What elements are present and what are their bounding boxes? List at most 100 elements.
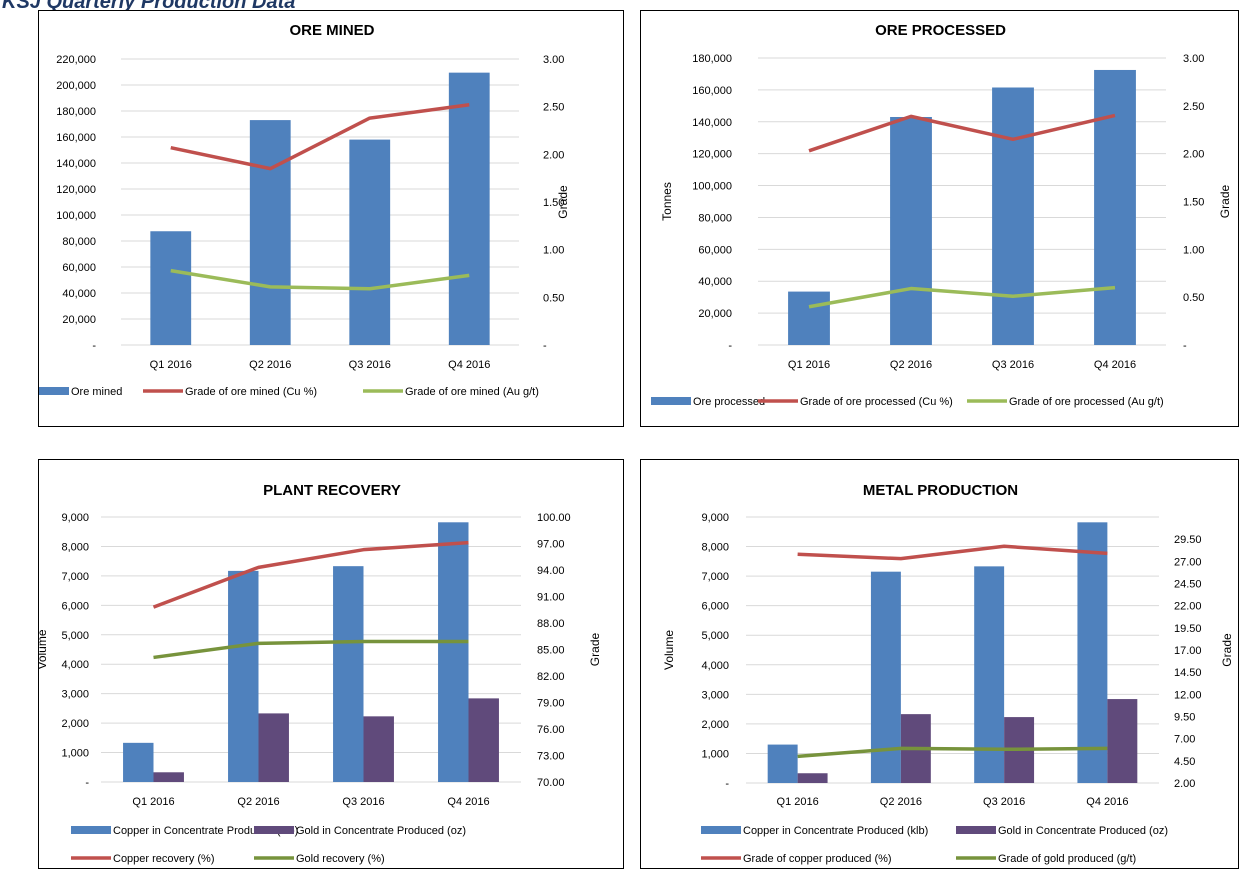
series-line (808, 285, 1116, 309)
y-tick-label: - (92, 340, 96, 352)
legend-label: Gold recovery (%) (296, 853, 385, 865)
y2-axis-title: Grade (1220, 633, 1234, 667)
bar (1094, 69, 1136, 346)
y2-tick-label: 85.00 (537, 645, 565, 657)
y-tick-label: 160,000 (692, 85, 732, 97)
y2-tick-label: 82.00 (537, 671, 565, 683)
y-tick-label: - (85, 777, 89, 789)
y-tick-label: 8,000 (61, 541, 89, 553)
y-tick-label: - (725, 778, 729, 790)
y-tick-label: 7,000 (701, 571, 729, 583)
y2-tick-label: 4.50 (1174, 756, 1195, 768)
x-tick-label: Q2 2016 (237, 796, 279, 808)
y2-tick-label: 94.00 (537, 565, 565, 577)
bar (349, 139, 391, 345)
y-tick-label: 60,000 (62, 262, 96, 274)
y2-tick-label: 76.00 (537, 724, 565, 736)
y-tick-label: 6,000 (61, 600, 89, 612)
y2-tick-label: - (1183, 340, 1187, 352)
legend-label: Gold in Concentrate Produced (oz) (998, 825, 1168, 837)
bar (249, 120, 291, 345)
legend-label: Grade of gold produced (g/t) (998, 853, 1136, 865)
legend-label: Copper in Concentrate Produced (klb) (743, 825, 928, 837)
y-tick-label: 160,000 (56, 132, 96, 144)
bar (123, 742, 154, 782)
bar (788, 291, 830, 345)
y-tick-label: 7,000 (61, 571, 89, 583)
legend-swatch (701, 826, 741, 834)
bar (1107, 699, 1138, 783)
y-tick-label: 3,000 (701, 689, 729, 701)
metal-production-chart: METAL PRODUCTION - 1,000 2,000 3,000 4,000 5,0… (662, 482, 1234, 865)
legend-label: Copper in Concentrate Produced (klb) (113, 825, 298, 837)
y-tick-label: 1,000 (61, 748, 89, 760)
x-tick-label: Q1 2016 (150, 359, 192, 371)
y-tick-label: - (728, 340, 732, 352)
y-tick-label: 180,000 (56, 106, 96, 118)
y-tick-label: 4,000 (701, 660, 729, 672)
bar (992, 87, 1034, 345)
y2-tick-label: 22.00 (1174, 601, 1202, 613)
y2-tick-label: 17.00 (1174, 645, 1202, 657)
bar (468, 698, 499, 782)
bar (448, 72, 490, 346)
y2-tick-label: 2.50 (1183, 101, 1204, 113)
plant-recovery-chart-panel: PLANT RECOVERY - 1,000 2,000 3,000 4,000 5,000… (38, 459, 624, 869)
bar (153, 772, 184, 782)
y2-tick-label: 2.00 (1183, 149, 1204, 161)
bar (258, 713, 289, 782)
y2-tick-label: 1.00 (1183, 244, 1204, 256)
legend-label: Gold in Concentrate Produced (oz) (296, 825, 466, 837)
y2-axis-title: Grade (1218, 185, 1232, 219)
legend-label: Copper recovery (%) (113, 853, 214, 865)
y-tick-label: 120,000 (56, 184, 96, 196)
x-tick-label: Q3 2016 (992, 359, 1034, 371)
chart-title: PLANT RECOVERY (263, 482, 401, 499)
bar (974, 566, 1005, 783)
y-tick-label: 100,000 (56, 210, 96, 222)
series-line (808, 113, 1116, 153)
bar (333, 566, 364, 782)
y2-tick-label: 73.00 (537, 751, 565, 763)
y-tick-label: 9,000 (61, 512, 89, 524)
x-tick-label: Q3 2016 (342, 796, 384, 808)
x-tick-label: Q2 2016 (890, 359, 932, 371)
y-tick-label: 5,000 (701, 630, 729, 642)
y2-tick-label: 3.00 (543, 54, 564, 66)
y2-tick-label: 9.50 (1174, 712, 1195, 724)
x-tick-label: Q3 2016 (349, 359, 391, 371)
bar (1077, 522, 1108, 783)
page-heading: KSJ Quarterly Production Data (2, 0, 296, 13)
y2-tick-label: 14.50 (1174, 667, 1202, 679)
series-line (153, 639, 469, 660)
y-tick-label: 20,000 (62, 314, 96, 326)
series-line (797, 544, 1108, 561)
series-line (152, 540, 469, 609)
x-tick-label: Q1 2016 (788, 359, 830, 371)
y2-tick-label: 19.50 (1174, 623, 1202, 635)
y-tick-label: 1,000 (701, 748, 729, 760)
series-line (170, 103, 470, 171)
x-tick-label: Q4 2016 (1094, 359, 1136, 371)
x-tick-label: Q3 2016 (983, 796, 1025, 808)
y2-tick-label: 97.00 (537, 539, 565, 551)
y2-tick-label: 2.00 (543, 149, 564, 161)
legend-label: Grade of ore mined (Au g/t) (405, 386, 539, 398)
y-tick-label: 200,000 (56, 80, 96, 92)
y-tick-label: 60,000 (698, 244, 732, 256)
y2-tick-label: 7.00 (1174, 734, 1195, 746)
y2-tick-label: 12.00 (1174, 689, 1202, 701)
series-line (170, 268, 470, 291)
y2-tick-label: 88.00 (537, 618, 565, 630)
chart-title: ORE MINED (289, 22, 374, 39)
x-tick-label: Q2 2016 (880, 796, 922, 808)
y-tick-label: 4,000 (61, 659, 89, 671)
bar (363, 716, 394, 782)
x-tick-label: Q4 2016 (1086, 796, 1128, 808)
x-tick-label: Q1 2016 (777, 796, 819, 808)
y-axis-title: Volume (39, 629, 49, 669)
y2-tick-label: 0.50 (1183, 292, 1204, 304)
ore-mined-chart-panel: ORE MINED - 20,000 40,000 60,000 80,000 100,00… (38, 10, 624, 427)
bar (797, 773, 828, 783)
y2-tick-label: 100.00 (537, 512, 571, 524)
